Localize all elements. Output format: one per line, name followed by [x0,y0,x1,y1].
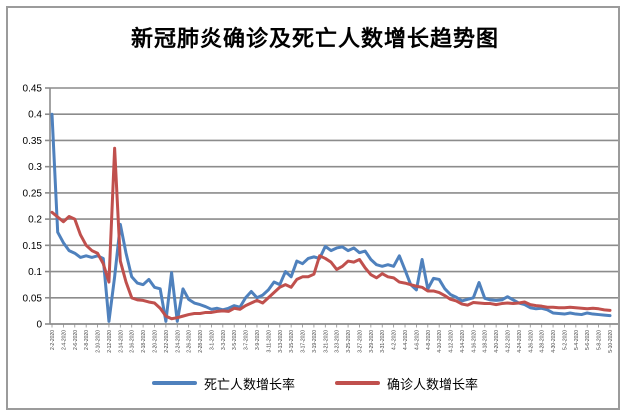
svg-text:4-14-2020: 4-14-2020 [460,330,466,353]
svg-text:0.25: 0.25 [23,188,43,199]
svg-text:4-30-2020: 4-30-2020 [551,330,557,353]
svg-text:4-10-2020: 4-10-2020 [437,330,443,353]
svg-text:0.05: 0.05 [23,293,43,304]
series-line-0 [50,112,612,323]
svg-text:3-19-2020: 3-19-2020 [312,330,318,353]
svg-text:2-12-2020: 2-12-2020 [107,330,113,353]
svg-text:3-17-2020: 3-17-2020 [301,330,307,353]
svg-text:4-6-2020: 4-6-2020 [414,330,420,350]
svg-text:3-15-2020: 3-15-2020 [289,330,295,353]
confirmed-rate-legend-label: 确诊人数增长率 [387,377,479,393]
svg-text:0.45: 0.45 [23,84,43,95]
x-axis-labels-group: 2-2-2020 2-4-2020 2-6-2020 2-8-2020 2-10-202… [50,324,614,353]
svg-text:2-26-2020: 2-26-2020 [187,330,193,353]
svg-text:3-3-2020: 3-3-2020 [221,330,227,350]
svg-text:3-23-2020: 3-23-2020 [335,330,341,353]
y-gridlines-group [50,87,618,325]
svg-text:2-8-2020: 2-8-2020 [84,330,90,350]
legend-item-death-rate: 死亡人数增长率 [151,374,295,393]
svg-text:4-4-2020: 4-4-2020 [403,330,409,350]
svg-text:0.35: 0.35 [23,136,43,147]
svg-text:5-6-2020: 5-6-2020 [585,330,591,350]
svg-text:4-22-2020: 4-22-2020 [506,330,512,353]
svg-text:4-24-2020: 4-24-2020 [517,330,523,353]
svg-text:0.4: 0.4 [28,110,42,121]
svg-text:3-27-2020: 3-27-2020 [357,330,363,353]
svg-text:3-1-2020: 3-1-2020 [209,330,215,350]
svg-text:2-14-2020: 2-14-2020 [118,330,124,353]
svg-text:5-10-2020: 5-10-2020 [608,330,614,353]
svg-text:3-11-2020: 3-11-2020 [266,330,272,353]
confirmed-rate-line-swatch [335,381,380,385]
svg-text:0: 0 [36,320,42,331]
svg-text:3-13-2020: 3-13-2020 [278,330,284,353]
svg-text:3-7-2020: 3-7-2020 [244,330,250,350]
svg-text:5-2-2020: 5-2-2020 [562,330,568,350]
svg-text:3-5-2020: 3-5-2020 [232,330,238,350]
svg-text:5-4-2020: 5-4-2020 [574,330,580,350]
svg-text:2-2-2020: 2-2-2020 [50,330,56,350]
death-rate-line-swatch [151,381,197,385]
svg-text:2-20-2020: 2-20-2020 [152,330,158,353]
svg-text:4-28-2020: 4-28-2020 [540,330,546,353]
y-axis-ticks-group [45,87,50,325]
legend-item-confirmed-rate: 确诊人数增长率 [335,374,478,393]
svg-text:0.1: 0.1 [28,267,42,278]
chart-title: 新冠肺炎确诊及死亡人数增长趋势图 [130,26,499,52]
svg-text:4-20-2020: 4-20-2020 [494,330,500,353]
svg-text:4-26-2020: 4-26-2020 [528,330,534,353]
svg-text:4-18-2020: 4-18-2020 [483,330,489,353]
death-rate-legend-label: 死亡人数增长率 [203,377,295,393]
svg-text:4-2-2020: 4-2-2020 [392,330,398,350]
legend: 死亡人数增长率 确诊人数增长率 [0,373,630,393]
svg-text:2-16-2020: 2-16-2020 [130,330,136,353]
svg-text:5-8-2020: 5-8-2020 [597,330,603,350]
y-axis-labels-group: 0 0.05 0.1 0.15 0.2 0.25 0.3 0.35 0.4 0.45 [23,84,43,331]
svg-text:3-21-2020: 3-21-2020 [323,330,329,353]
svg-text:4-16-2020: 4-16-2020 [471,330,477,353]
svg-text:2-6-2020: 2-6-2020 [73,330,79,350]
svg-text:0.15: 0.15 [23,241,43,252]
svg-text:0.3: 0.3 [28,162,42,173]
svg-text:2-18-2020: 2-18-2020 [141,330,147,353]
svg-text:3-29-2020: 3-29-2020 [369,330,375,353]
svg-text:4-8-2020: 4-8-2020 [426,330,432,350]
svg-text:4-12-2020: 4-12-2020 [449,330,455,353]
chart-frame [6,6,620,410]
svg-text:2-4-2020: 2-4-2020 [61,330,67,350]
svg-text:0.2: 0.2 [28,215,42,226]
axes-group [49,88,618,325]
svg-text:2-10-2020: 2-10-2020 [96,330,102,353]
svg-text:2-22-2020: 2-22-2020 [164,330,170,353]
series-line-1 [50,146,612,321]
svg-text:3-9-2020: 3-9-2020 [255,330,261,350]
svg-text:3-31-2020: 3-31-2020 [380,330,386,353]
svg-text:2-24-2020: 2-24-2020 [175,330,181,353]
svg-text:2-28-2020: 2-28-2020 [198,330,204,353]
svg-text:3-25-2020: 3-25-2020 [346,330,352,353]
